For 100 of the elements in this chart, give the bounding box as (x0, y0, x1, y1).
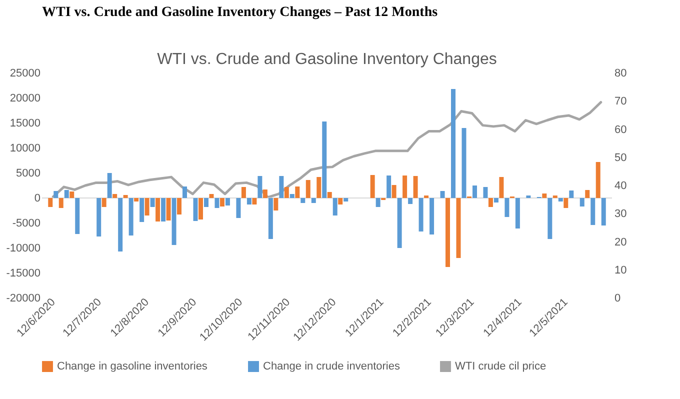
bar (241, 187, 246, 198)
y2-tick-label: 40 (614, 180, 627, 192)
bar (198, 198, 203, 220)
bar (64, 190, 69, 198)
y2-tick-label: 10 (614, 264, 627, 276)
bar (75, 198, 80, 234)
y-tick-label: -5000 (12, 218, 40, 230)
bar (204, 198, 208, 207)
bar (268, 198, 273, 239)
bar (397, 198, 402, 248)
bar (585, 190, 590, 198)
bar (96, 198, 102, 236)
y-tick-label: -15000 (6, 268, 40, 280)
bar (123, 195, 128, 198)
legend-label: WTI crude cil price (455, 360, 546, 373)
y-tick-label: 20000 (10, 92, 40, 104)
bar (413, 176, 418, 198)
bar (569, 190, 574, 198)
bar (150, 198, 155, 207)
y-tick-label: 10000 (10, 142, 40, 154)
bar (418, 198, 424, 232)
y-tick-label: -10000 (6, 242, 40, 254)
bar (306, 180, 310, 198)
bar (408, 198, 413, 204)
bar (102, 198, 106, 207)
bar (128, 198, 134, 236)
bar (558, 198, 563, 202)
bar (279, 176, 284, 198)
bar (112, 194, 118, 198)
bar (214, 198, 220, 208)
bar (262, 190, 268, 198)
bar (290, 194, 294, 198)
bar (166, 198, 171, 220)
y2-tick-label: 0 (614, 292, 621, 304)
bar (332, 198, 338, 216)
bar (504, 198, 510, 217)
legend-label: Change in crude inventories (263, 360, 400, 373)
bar (236, 198, 241, 218)
chart-subtitle: WTI vs. Crude and Gasoline Inventory Changes (157, 51, 497, 68)
bar (440, 191, 445, 198)
bar (107, 173, 112, 198)
bar (284, 187, 289, 198)
bar (548, 198, 552, 239)
bar (430, 198, 434, 234)
bar (499, 177, 504, 198)
bar (564, 198, 568, 208)
line-series (52, 101, 602, 199)
bar (246, 198, 252, 204)
bar (483, 187, 488, 198)
bar (48, 198, 53, 207)
bar (209, 194, 214, 198)
bar (225, 198, 230, 206)
bar (456, 198, 461, 258)
bar (295, 186, 300, 198)
bar (134, 198, 139, 202)
bar (386, 176, 392, 198)
bar (182, 186, 188, 198)
y2-tick-label: 20 (614, 236, 627, 248)
bar (300, 198, 306, 203)
y2-tick-label: 30 (614, 208, 627, 220)
bar (402, 176, 408, 198)
bar (140, 198, 144, 222)
bar (488, 198, 493, 207)
bar (462, 128, 466, 198)
bar (327, 192, 332, 198)
bar (144, 198, 150, 216)
bar (370, 175, 375, 198)
bar (494, 198, 498, 202)
y2-tick-label: 80 (614, 68, 627, 80)
bar (542, 194, 547, 198)
bar (156, 198, 160, 222)
bar (580, 198, 584, 206)
bar (344, 198, 348, 202)
bar (515, 198, 520, 228)
chart-title: WTI vs. Crude and Gasoline Inventory Changes – Past 12 Months (42, 5, 438, 20)
bar (172, 198, 176, 245)
y-tick-label: 15000 (10, 118, 40, 130)
bar (316, 177, 322, 198)
bar (274, 198, 278, 210)
bar (58, 198, 64, 208)
bar (258, 176, 262, 198)
bar (177, 198, 182, 214)
y2-tick-label: 50 (614, 152, 627, 164)
bar (590, 198, 596, 225)
bar (451, 89, 456, 198)
bar (161, 198, 166, 222)
bar (322, 122, 327, 198)
bar (596, 162, 600, 198)
bar (446, 198, 450, 267)
y-tick-label: 25000 (10, 68, 40, 80)
legend-label: Change in gasoline inventories (57, 360, 208, 373)
y2-tick-label: 70 (614, 96, 627, 108)
bar (601, 198, 606, 226)
y-tick-label: 0 (34, 192, 40, 204)
bar (193, 198, 198, 221)
bar (472, 186, 477, 198)
bar (70, 192, 74, 198)
bar (338, 198, 343, 204)
bar (392, 185, 396, 198)
bar (220, 198, 224, 206)
